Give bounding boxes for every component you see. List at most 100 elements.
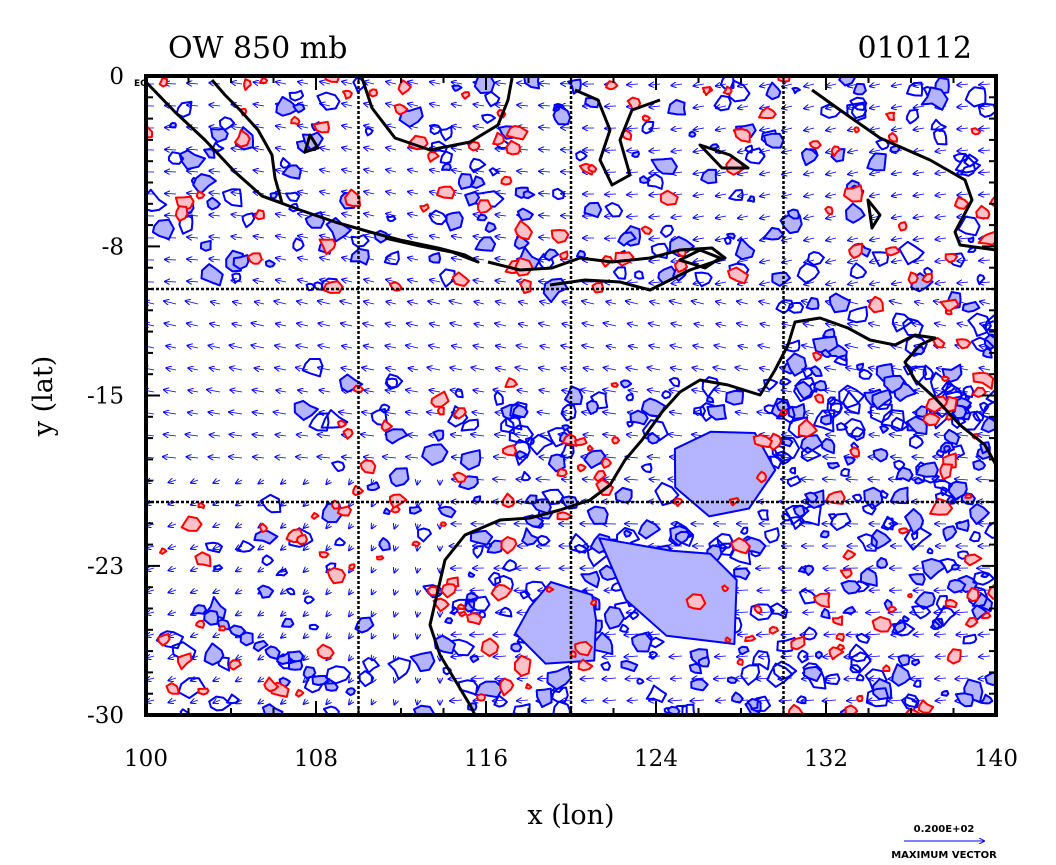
wind-vector [957, 194, 969, 195]
wind-vector [760, 172, 771, 174]
wind-vector [254, 148, 265, 150]
wind-vector [671, 216, 683, 218]
negative-contour [481, 113, 496, 124]
wind-vector [539, 83, 551, 84]
wind-vector [583, 435, 595, 436]
wind-vector [349, 678, 352, 682]
wind-vector [318, 345, 331, 348]
wind-vector [649, 238, 661, 239]
negative-contour [826, 461, 840, 470]
negative-contour [269, 191, 278, 200]
wind-vector [233, 302, 243, 304]
wind-vector [647, 678, 661, 679]
wind-vector [298, 236, 309, 238]
wind-vector [935, 282, 947, 284]
wind-vector [694, 194, 705, 196]
wind-vector [914, 216, 925, 218]
wind-vector [188, 412, 199, 414]
negative-contour [552, 104, 561, 112]
wind-vector [191, 480, 199, 483]
wind-vector [979, 634, 991, 635]
wind-vector [386, 170, 397, 172]
y-tick-label: -8 [102, 234, 124, 260]
wind-vector [191, 590, 199, 593]
wind-vector [757, 634, 771, 635]
positive-contour [944, 252, 959, 264]
wind-vector [911, 678, 925, 679]
wind-vector [187, 149, 199, 150]
wind-vector [495, 215, 507, 216]
negative-contour [798, 588, 817, 605]
negative-contour [575, 249, 586, 259]
negative-contour [954, 153, 982, 174]
wind-vector [671, 345, 683, 348]
wind-vector [364, 214, 375, 216]
wind-vector [690, 700, 705, 701]
negative-contour [279, 157, 291, 169]
negative-contour [467, 571, 476, 578]
positive-contour [744, 634, 757, 643]
wind-vector [275, 368, 287, 370]
wind-vector [539, 368, 551, 370]
negative-contour [646, 173, 664, 190]
positive-contour [440, 521, 447, 527]
negative-contour [930, 118, 947, 131]
wind-vector [715, 390, 727, 392]
wind-vector [281, 502, 286, 506]
negative-contour [522, 190, 536, 200]
wind-vector [562, 479, 573, 480]
negative-contour [863, 486, 884, 510]
negative-contour [203, 148, 216, 159]
negative-contour [844, 456, 856, 466]
max-vector-value: 0.200E+02 [914, 824, 975, 835]
wind-vector [236, 502, 243, 505]
wind-vector [258, 678, 264, 682]
negative-contour [501, 559, 517, 572]
wind-vector [781, 634, 793, 635]
wind-vector [320, 236, 331, 238]
negative-contour [797, 566, 806, 574]
wind-vector [735, 367, 749, 370]
wind-vector [213, 678, 221, 681]
wind-vector [450, 700, 463, 701]
wind-vector [406, 457, 419, 458]
wind-vector [298, 280, 309, 282]
wind-vector [372, 568, 374, 572]
wind-vector [386, 82, 397, 84]
negative-contour [640, 462, 653, 474]
negative-contour [349, 247, 370, 266]
wind-vector [276, 258, 287, 260]
wind-vector [452, 346, 463, 348]
wind-vector [229, 457, 243, 458]
negative-contour [820, 607, 831, 620]
wind-vector [451, 656, 463, 657]
wind-vector [671, 282, 683, 284]
wind-vector [649, 323, 661, 326]
wind-vector [692, 390, 705, 392]
wind-vector [782, 435, 793, 436]
wind-vector [236, 590, 243, 593]
wind-vector [826, 324, 837, 326]
wind-vector [649, 282, 661, 283]
wind-vector [517, 390, 529, 392]
negative-contour [726, 232, 736, 240]
wind-vector [213, 590, 221, 593]
negative-contour [620, 379, 633, 389]
wind-vector [714, 345, 727, 348]
wind-vector [607, 346, 617, 348]
wind-vector [417, 678, 418, 682]
wind-vector [427, 412, 441, 414]
wind-vector [692, 301, 705, 304]
positive-contour [436, 185, 456, 200]
negative-contour [552, 700, 571, 715]
negative-contour [541, 488, 565, 506]
wind-vector [430, 104, 441, 106]
wind-vector [417, 634, 418, 638]
negative-contour [210, 127, 229, 143]
negative-contour [744, 147, 766, 165]
wind-vector [209, 237, 221, 238]
negative-contour [645, 684, 668, 703]
wind-vector [258, 612, 264, 616]
wind-vector [935, 323, 947, 326]
negative-contour [583, 201, 603, 219]
